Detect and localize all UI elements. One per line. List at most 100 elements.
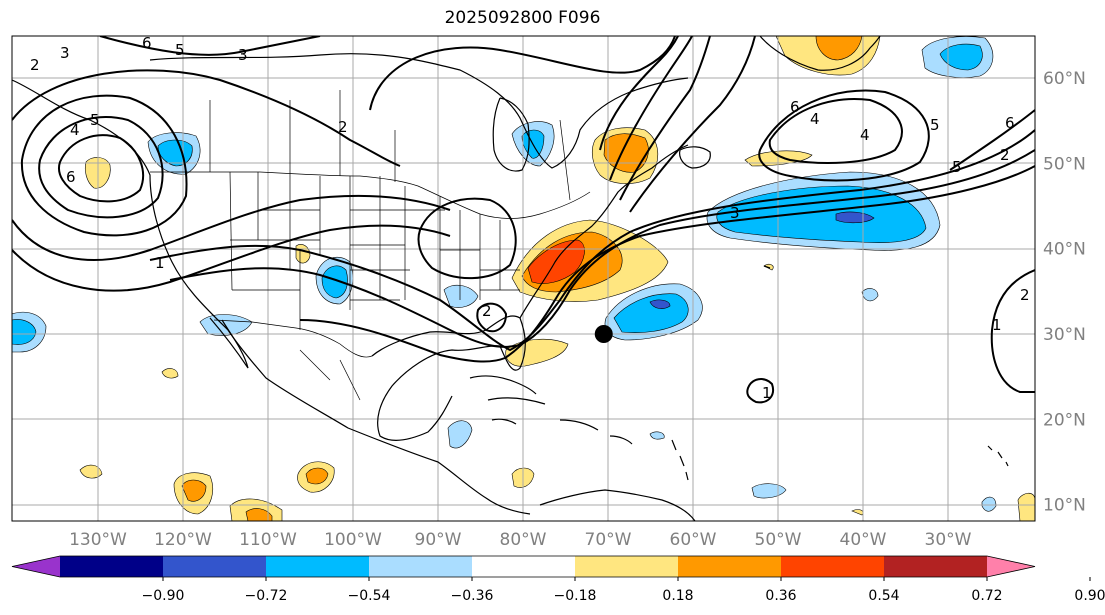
contour-label: 5 [930,116,940,134]
contour-label: 3 [730,204,740,222]
contour-label: 5 [90,111,100,129]
contour-label: 2 [1020,286,1030,304]
longitude-label: 40°W [840,530,887,550]
contour-greatlakes-low [417,197,517,280]
coastline-caribbean-islands [487,397,689,481]
negative-anomaly-greenland-east-core [939,43,983,71]
positive-anomaly-east-coast-max [527,239,585,284]
colorbar-segment [678,556,782,577]
contour-label: 2 [30,56,40,74]
colorbar-extend-max [987,556,1035,577]
longitude-label: 90°W [415,530,462,550]
contour-pacific-arc-1 [12,69,401,167]
contour-label: 5 [175,41,185,59]
colorbar-label: −0.36 [451,588,494,604]
contour-greenland-low-2 [758,89,930,182]
colorbar-label: 0.54 [868,588,899,604]
negative-anomaly-great-plains-core [321,265,348,299]
latitude-label: 40°N [1043,240,1086,260]
contour-label: 2 [338,118,348,136]
colorbar-label: −0.18 [554,588,597,604]
negative-anomaly-central-america [447,420,473,449]
coastline-newfoundland [679,146,711,169]
contour-pacific-low-2 [38,116,164,219]
colorbar-segment [472,556,576,577]
negative-anomaly-pacific-west-core [12,319,37,345]
border-us-canada [150,171,591,219]
longitude-label: 110°W [239,530,297,550]
latitude-label: 30°N [1043,325,1086,345]
positive-anomaly-greenland-core [815,36,863,61]
contour-atlantic-closed-1 [990,269,1035,393]
contour-label: 6 [790,98,800,116]
mexico-state-lines [299,349,361,401]
negative-anomaly-bermuda-max [649,299,671,309]
contour-pacific-low-3 [20,94,188,237]
coastline-islands-atlantic [763,265,1009,467]
contour-label: 2 [1000,146,1010,164]
colorbar-segment [884,556,988,577]
map-frame [11,35,1036,522]
contour-label: 4 [810,110,820,128]
contour-ridge-east-1 [599,36,679,151]
contour-atlantic-small-low [746,378,774,404]
contour-top-arc [99,36,321,56]
storm-position-marker [594,325,613,343]
negative-anomaly-atlantic-ne [861,288,879,302]
contour-label: 3 [60,44,70,62]
colorbar-segment [575,556,679,577]
negative-anomaly-atlantic-band-max [835,211,875,224]
coastline-hudson-bay [492,97,530,172]
contour-trough-2 [169,149,1035,348]
colorbar-segment [163,556,267,577]
latitude-label: 60°N [1043,69,1086,89]
contour-gulf-loop [476,302,508,333]
coastline-baja [209,317,249,369]
longitude-label: 130°W [69,530,127,550]
colorbar-label: 0.36 [765,588,796,604]
contour-label: 5 [952,158,962,176]
positive-anomaly-pacific-small-1 [79,464,103,479]
colorbar-label: −0.54 [348,588,391,604]
contour-greenland-low-1 [768,98,903,164]
colorbar-segment [266,556,370,577]
border-us-mexico [213,319,373,358]
colorbar-label: −0.90 [142,588,185,604]
contour-trough-1 [149,129,1035,352]
contour-label: 3 [238,46,248,64]
colorbar-outline [11,555,1036,578]
contour-label: 6 [1005,114,1015,132]
contour-label: 4 [70,121,80,139]
colorbar-label: −0.72 [245,588,288,604]
contour-ridge-east-2 [609,36,693,181]
colorbar-segment [781,556,885,577]
longitude-label: 80°W [500,530,547,550]
contour-pacific-arc-3 [12,224,451,292]
contour-label: 2 [482,302,492,320]
longitude-label: 100°W [324,530,382,550]
positive-anomaly-atlantic-se [1017,492,1035,521]
colorbar-label: 0.72 [971,588,1002,604]
latitude-label: 50°N [1043,154,1086,174]
negative-anomaly-atlantic-small [649,431,665,440]
graticule [12,36,1035,521]
longitude-label: 120°W [154,530,212,550]
contour-pacific-arc-2 [12,194,451,261]
longitude-label: 60°W [670,530,717,550]
coastline-greenland [759,36,881,71]
contour-label: 1 [155,254,165,272]
positive-anomaly-pacific-small-2 [161,368,179,379]
height-contours [12,36,1035,404]
latitude-label: 10°N [1043,496,1086,516]
contour-label: 4 [860,126,870,144]
colorbar-segment [369,556,473,577]
contour-trough-3 [299,165,1035,363]
longitude-label: 70°W [585,530,632,550]
contour-ridge-east-3 [619,36,711,201]
contour-northeast-arc [949,109,1035,171]
contour-label: 6 [142,34,152,52]
colorbar: −0.90 −0.72 −0.54 −0.36 −0.18 0.18 0.36 0.54 0.7… [11,555,1105,604]
coastline-cuba [469,375,537,395]
coastline-east-coast [519,144,689,319]
contour-labels: 2 3 6 5 3 4 5 6 5 1 6 4 2 6 5 4 2 3 1 2 … [30,34,1030,402]
